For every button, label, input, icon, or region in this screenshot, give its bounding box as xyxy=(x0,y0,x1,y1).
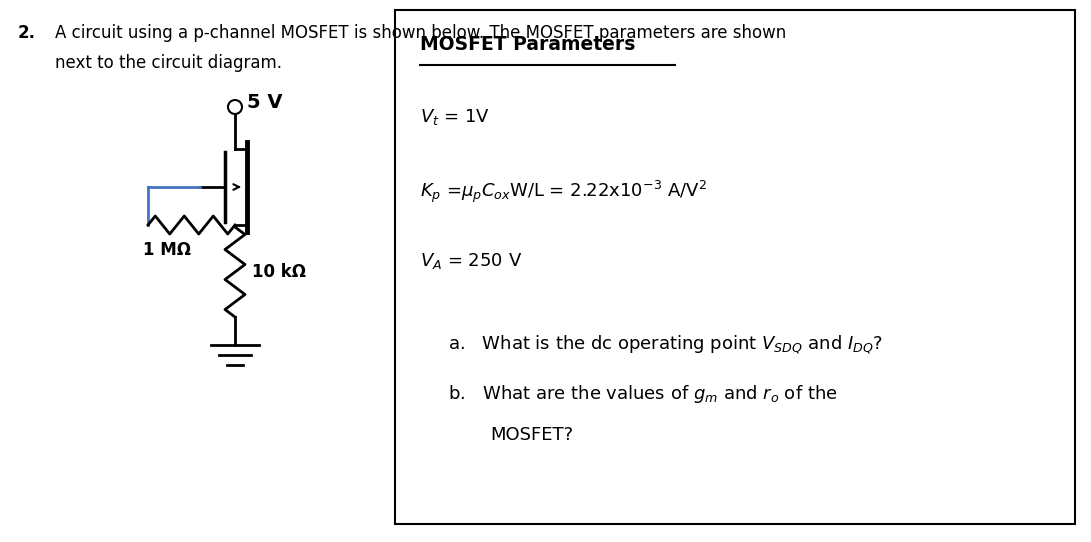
Text: A circuit using a p-channel MOSFET is shown below. The MOSFET parameters are sho: A circuit using a p-channel MOSFET is sh… xyxy=(55,24,787,42)
Text: 10 kΩ: 10 kΩ xyxy=(252,263,305,281)
Text: $V_t$ = 1V: $V_t$ = 1V xyxy=(420,107,490,127)
Text: a.   What is the dc operating point $V_{SDQ}$ and $I_{DQ}$?: a. What is the dc operating point $V_{SD… xyxy=(448,333,883,356)
Text: 5 V: 5 V xyxy=(247,93,283,112)
Text: $K_p$ =$\mu_p C_{ox}$W/L = 2.22x10$^{-3}$ A/V$^2$: $K_p$ =$\mu_p C_{ox}$W/L = 2.22x10$^{-3}… xyxy=(420,179,707,205)
Text: next to the circuit diagram.: next to the circuit diagram. xyxy=(55,54,281,72)
Text: $V_A$ = 250 V: $V_A$ = 250 V xyxy=(420,251,523,271)
Text: 2.: 2. xyxy=(17,24,36,42)
Text: 1 MΩ: 1 MΩ xyxy=(143,241,191,259)
Text: MOSFET Parameters: MOSFET Parameters xyxy=(420,35,635,54)
FancyBboxPatch shape xyxy=(395,10,1075,524)
Text: b.   What are the values of $g_m$ and $r_o$ of the: b. What are the values of $g_m$ and $r_o… xyxy=(448,383,838,405)
Text: MOSFET?: MOSFET? xyxy=(490,426,573,444)
